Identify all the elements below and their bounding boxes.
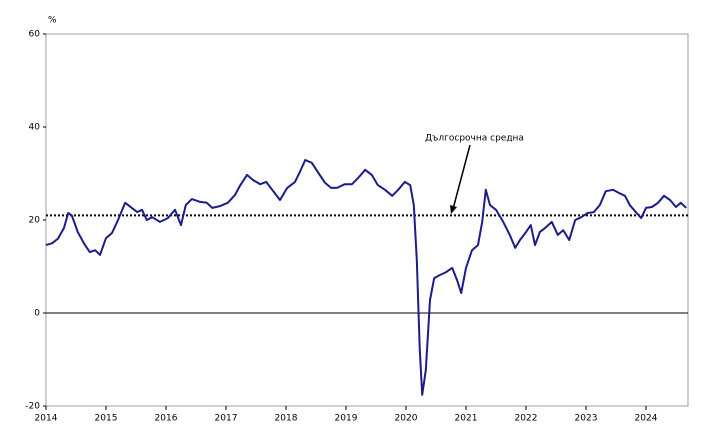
x-tick-label: 2014: [35, 414, 58, 424]
x-tick-label: 2024: [635, 414, 658, 424]
y-tick-label: 40: [29, 123, 41, 133]
annotation: Дългосрочна средна: [425, 134, 524, 144]
plot-frame: [45, 33, 689, 407]
y-tick-label: 20: [29, 216, 41, 226]
y-tick-label: 0: [34, 309, 40, 319]
x-tick-label: 2021: [455, 414, 478, 424]
x-tick-label: 2023: [575, 414, 598, 424]
x-tick-label: 2019: [335, 414, 358, 424]
y-tick-label: -20: [25, 402, 40, 412]
x-tick-label: 2018: [275, 414, 298, 424]
y-tick-label: 60: [29, 30, 41, 40]
annotation-arrow: [452, 144, 471, 210]
arrow-head: [450, 205, 457, 214]
data-line: [45, 159, 687, 396]
x-tick-label: 2015: [95, 414, 118, 424]
x-tick-label: 2022: [515, 414, 538, 424]
x-tick-label: 2016: [155, 414, 178, 424]
x-tick-label: 2020: [395, 414, 418, 424]
y-unit: %: [48, 16, 57, 26]
x-tick-label: 2017: [215, 414, 238, 424]
